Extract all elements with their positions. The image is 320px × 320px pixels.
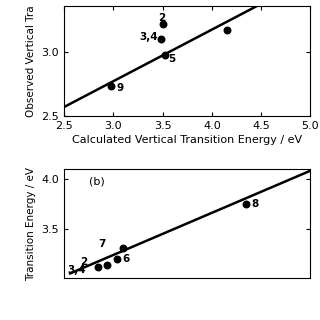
Point [121, 246, 126, 251]
Text: 7: 7 [99, 238, 106, 249]
Y-axis label: Observed Vertical Tra: Observed Vertical Tra [26, 5, 36, 117]
Text: 2: 2 [80, 258, 87, 268]
Text: 3,4: 3,4 [139, 32, 157, 42]
Point [96, 265, 101, 270]
Point [160, 22, 165, 27]
Point [162, 53, 167, 58]
Point [244, 201, 249, 206]
Point [158, 36, 163, 41]
Text: 2: 2 [159, 13, 166, 23]
Text: 5: 5 [168, 54, 176, 64]
Text: (b): (b) [89, 176, 104, 186]
Text: 6: 6 [122, 254, 129, 264]
Point [224, 27, 229, 32]
Point [115, 257, 120, 262]
Text: 8: 8 [251, 199, 259, 209]
Text: 9: 9 [116, 83, 124, 93]
X-axis label: Calculated Vertical Transition Energy / eV: Calculated Vertical Transition Energy / … [72, 135, 302, 145]
Text: 3,4: 3,4 [68, 265, 86, 276]
Y-axis label: Transition Energy / eV: Transition Energy / eV [26, 167, 36, 281]
Point [105, 263, 110, 268]
Point [109, 84, 114, 89]
